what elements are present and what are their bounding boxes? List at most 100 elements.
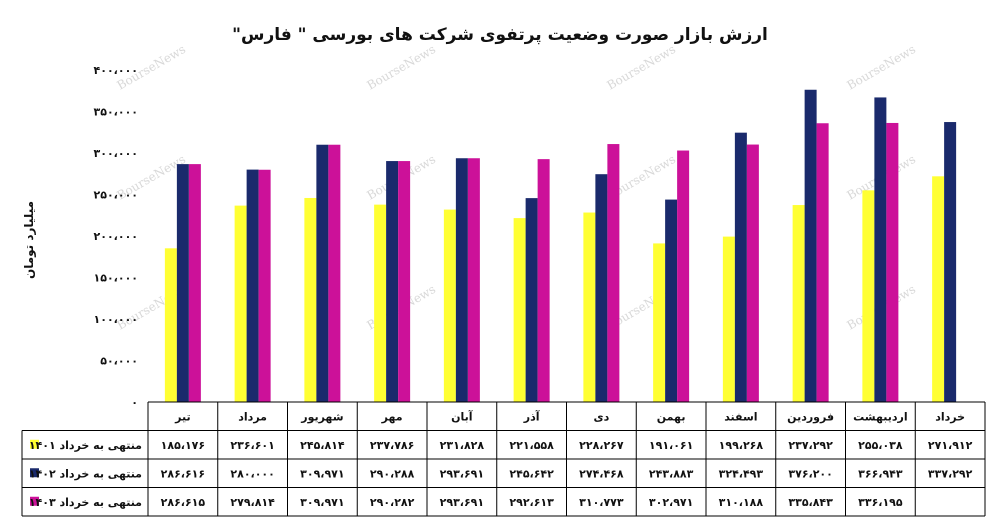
legend-label: منتهی به خرداد ۱۴۰۱: [29, 439, 142, 452]
bar: [816, 123, 829, 403]
y-tick-label: ۴۰۰،۰۰۰: [94, 64, 138, 77]
bar: [246, 169, 259, 402]
y-tick-label: ۵۰،۰۰۰: [100, 355, 138, 368]
data-cell: ۲۴۳،۸۸۳: [649, 467, 694, 480]
data-cell: ۲۷۱،۹۱۲: [928, 439, 973, 452]
y-axis-ticks: ۰ ۵۰،۰۰۰ ۱۰۰،۰۰۰ ۱۵۰،۰۰۰ ۲۰۰،۰۰۰ ۲۵۰،۰۰۰ ۳۰۰،۰…: [94, 64, 138, 409]
data-cell: ۲۹۰،۲۸۲: [370, 496, 415, 509]
legend-swatch: [30, 439, 39, 449]
category-label: مرداد: [238, 410, 267, 423]
data-cell: ۳۲۴،۴۹۳: [719, 467, 764, 480]
data-cell: ۳۱۰،۱۸۸: [719, 496, 764, 509]
category-label: اسفند: [724, 410, 757, 423]
watermark-text: BourseNews: [605, 42, 679, 93]
bar: [316, 144, 329, 403]
legend-label: منتهی به خرداد ۱۴۰۲: [29, 467, 142, 480]
bar: [176, 164, 189, 402]
data-cell: ۳۳۶،۱۹۵: [858, 496, 903, 509]
bar: [164, 248, 177, 402]
data-cell: ۲۷۹،۸۱۴: [230, 496, 275, 509]
data-table: تیر مرداد شهریور مهر آبان آذر دی بهمن اسفند فرورد…: [21, 401, 986, 517]
bar: [304, 197, 317, 402]
data-cell: ۲۳۷،۲۹۲: [788, 439, 833, 452]
category-label: شهریور: [300, 410, 343, 423]
data-cell: ۲۹۳،۶۹۱: [440, 496, 484, 509]
bar: [537, 159, 550, 402]
data-cell: ۲۲۱،۵۵۸: [509, 439, 554, 452]
bar: [665, 199, 678, 402]
y-tick-label: ۱۵۰،۰۰۰: [94, 272, 138, 285]
bar: [234, 205, 247, 402]
data-cell: ۳۰۹،۹۷۱: [300, 467, 344, 480]
category-label: بهمن: [657, 410, 686, 423]
data-cell: ۳۰۹،۹۷۱: [300, 496, 344, 509]
bar: [886, 122, 899, 402]
bar: [862, 190, 875, 402]
bar: [188, 164, 201, 402]
bar: [455, 158, 468, 402]
bar: [398, 161, 411, 402]
data-cell: ۳۳۵،۸۴۳: [788, 496, 833, 509]
category-label: آبان: [451, 409, 473, 423]
data-cell: ۳۳۷،۲۹۲: [928, 467, 973, 480]
data-cell: ۲۹۰،۲۸۸: [370, 467, 415, 480]
data-cell: ۲۴۵،۶۴۲: [509, 467, 554, 480]
bar: [525, 198, 538, 402]
data-cell: ۲۳۱،۸۲۸: [440, 439, 485, 452]
bar: [258, 169, 271, 402]
legend-swatch: [30, 496, 39, 506]
legend-swatch: [30, 468, 39, 478]
bar: [653, 243, 666, 402]
bar: [374, 204, 387, 402]
chart-title: ارزش بازار صورت وضعیت پرتفوی شرکت های بو…: [232, 25, 768, 45]
y-tick-label: ۱۰۰،۰۰۰: [94, 313, 138, 326]
bar: [467, 158, 480, 402]
data-cell: ۱۸۵،۱۷۶: [161, 439, 205, 452]
bar: [734, 132, 747, 402]
bar: [328, 144, 341, 403]
y-tick-label: ۳۰۰،۰۰۰: [94, 147, 138, 160]
bar: [607, 144, 620, 402]
y-tick-label: ۲۰۰،۰۰۰: [94, 230, 138, 243]
data-cell: ۳۱۰،۷۷۳: [579, 496, 624, 509]
data-cell: ۲۳۶،۶۰۱: [230, 439, 274, 452]
data-cell: ۲۴۵،۸۱۴: [300, 439, 345, 452]
watermark-text: BourseNews: [365, 42, 439, 93]
category-label: دی: [594, 410, 610, 423]
data-cell: ۲۸۶،۶۱۶: [161, 467, 205, 480]
bars: [164, 89, 957, 403]
y-axis-label: میلیارد تومان: [22, 201, 37, 279]
bar: [595, 174, 608, 402]
legend-label: منتهی به خرداد ۱۴۰۳: [29, 496, 142, 509]
category-label: خرداد: [935, 410, 965, 423]
bar: [513, 218, 526, 402]
category-label: آذر: [523, 409, 540, 423]
data-cell: ۲۹۳،۶۹۱: [440, 467, 484, 480]
data-cell: ۲۸۰،۰۰۰: [230, 467, 274, 480]
bar: [583, 212, 596, 402]
bar: [677, 150, 690, 402]
watermark-text: BourseNews: [845, 42, 919, 93]
category-label: مهر: [381, 410, 403, 423]
bar: [792, 205, 805, 402]
category-label: اردیبهشت: [853, 410, 907, 423]
category-label: تیر: [174, 410, 190, 423]
data-cell: ۳۷۶،۲۰۰: [788, 467, 832, 480]
y-tick-label: ۰: [131, 396, 138, 409]
y-tick-label: ۳۵۰،۰۰۰: [94, 106, 138, 119]
data-cell: ۱۹۱،۰۶۱: [649, 439, 693, 452]
data-cell: ۱۹۹،۲۶۸: [719, 439, 764, 452]
bar: [932, 176, 945, 402]
bar: [722, 236, 735, 402]
category-label: فروردین: [787, 410, 834, 423]
bar: [443, 209, 456, 402]
data-cell: ۲۲۸،۲۶۷: [579, 439, 624, 452]
data-cell: ۲۵۵،۰۳۸: [858, 439, 903, 452]
y-tick-label: ۲۵۰،۰۰۰: [94, 189, 138, 202]
data-cell: ۲۳۷،۷۸۶: [370, 439, 414, 452]
data-cell: ۲۷۴،۴۶۸: [579, 467, 624, 480]
bar: [874, 97, 887, 402]
data-cell: ۳۰۲،۹۷۱: [649, 496, 693, 509]
data-cell: ۲۸۶،۶۱۵: [161, 496, 206, 509]
